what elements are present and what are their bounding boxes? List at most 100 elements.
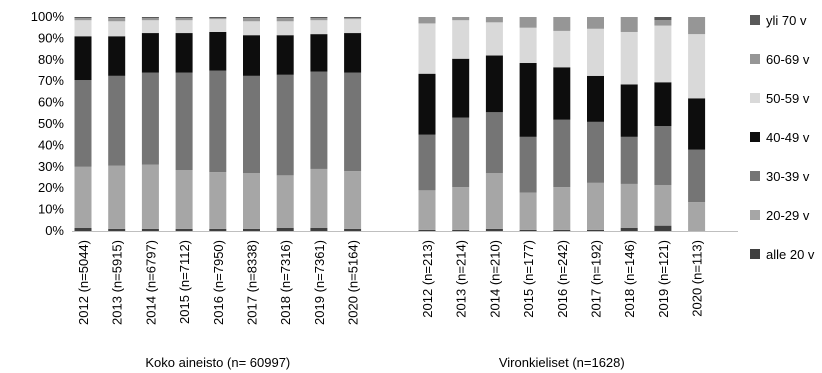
bar-segment xyxy=(276,17,294,19)
bar-segment xyxy=(452,17,470,21)
bar-segment xyxy=(654,225,672,231)
bar-segment xyxy=(344,171,362,229)
bar-segment xyxy=(519,136,537,193)
bar-segment xyxy=(108,165,126,229)
y-tick-label: 60% xyxy=(38,95,64,110)
bar-segment xyxy=(175,33,193,73)
bar-segment xyxy=(654,82,672,127)
bar-segment xyxy=(620,31,638,85)
bar-segment xyxy=(344,19,362,34)
y-tick-label: 10% xyxy=(38,202,64,217)
legend-swatch xyxy=(750,132,760,142)
bar-segment xyxy=(108,228,126,231)
bar-segment xyxy=(587,121,604,183)
y-tick-label: 80% xyxy=(38,52,64,67)
bar-segment xyxy=(620,227,638,231)
bar-segment xyxy=(654,20,672,26)
bar-segment xyxy=(553,17,571,31)
y-tick-label: 0% xyxy=(45,223,64,238)
bar-segment xyxy=(587,182,604,230)
legend-label: 20-29 v xyxy=(766,208,810,223)
legend-label: yli 70 v xyxy=(766,13,807,28)
legend-label: 30-39 v xyxy=(766,169,810,184)
bar-segment xyxy=(654,17,672,21)
bar-segment xyxy=(310,168,328,228)
bar-segment xyxy=(344,33,362,73)
bar-segment xyxy=(108,18,126,22)
bar-segment xyxy=(74,36,92,81)
bar-segment xyxy=(553,187,571,230)
y-tick-label: 20% xyxy=(38,180,64,195)
bar-segment xyxy=(587,229,604,231)
bar-segment xyxy=(587,17,604,29)
bar-segment xyxy=(276,35,294,75)
bar-segment xyxy=(175,20,193,34)
bar-segment xyxy=(485,228,503,231)
legend-swatch xyxy=(750,249,760,259)
bar-segment xyxy=(519,229,537,231)
bar-segment xyxy=(243,35,260,76)
bar-segment xyxy=(175,18,193,21)
bar-segment xyxy=(74,166,92,228)
bar-segment xyxy=(141,33,159,73)
bar-segment xyxy=(452,58,470,118)
bar-segment xyxy=(141,164,159,229)
bar-segment xyxy=(587,75,604,122)
plot-area xyxy=(72,17,738,232)
bar-segment xyxy=(688,34,706,99)
bar-segment xyxy=(209,18,227,20)
legend-swatch xyxy=(750,210,760,220)
bar-segment xyxy=(452,20,470,59)
legend: yli 70 v 60-69 v 50-59 v 40-49 v 30-39 v 20-2… xyxy=(750,13,815,262)
bar-segment xyxy=(620,84,638,137)
bar-segment xyxy=(175,228,193,231)
bar-segment xyxy=(519,17,537,28)
bar-segment xyxy=(344,228,362,231)
bar-segment xyxy=(276,175,294,228)
y-tick-label: 70% xyxy=(38,73,64,88)
legend-label: 50-59 v xyxy=(766,91,810,106)
bar-segment xyxy=(553,229,571,231)
bar-segment xyxy=(452,187,470,230)
bar-segment xyxy=(108,75,126,166)
group-labels: Koko aineisto (n= 60997) Vironkieliset (n… xyxy=(145,355,624,370)
x-tick-label: 2017 (n=192) xyxy=(589,240,604,318)
x-tick-label: 2013 (n=5915) xyxy=(110,240,125,325)
x-tick-label: 2018 (n=146) xyxy=(622,240,637,318)
bar-segment xyxy=(209,70,227,173)
bar-segment xyxy=(209,172,227,229)
bar-segment xyxy=(553,67,571,120)
bar-segment xyxy=(74,80,92,167)
legend-swatch xyxy=(750,93,760,103)
bar-segment xyxy=(485,17,503,23)
bar-segment xyxy=(141,18,159,21)
group-label: Koko aineisto (n= 60997) xyxy=(145,355,290,370)
bar-segment xyxy=(310,71,328,169)
bar-segment xyxy=(344,18,362,20)
x-tick-label: 2014 (n=6797) xyxy=(143,240,158,325)
bar-segment xyxy=(243,228,260,231)
bar-segment xyxy=(209,228,227,231)
x-tick-label: 2020 (n=113) xyxy=(690,240,705,317)
bar-segment xyxy=(276,18,294,22)
x-tick-label: 2012 (n=213) xyxy=(420,240,435,318)
bar-segment xyxy=(418,229,436,231)
bar-segment xyxy=(74,18,92,21)
bar-segment xyxy=(418,17,436,24)
bar-segment xyxy=(243,17,260,19)
bar-segment xyxy=(519,192,537,230)
bar-segment xyxy=(108,36,126,76)
bar-segment xyxy=(141,228,159,231)
bar-segment xyxy=(74,227,92,231)
bar-segment xyxy=(418,23,436,74)
bar-segment xyxy=(418,190,436,230)
bar-segment xyxy=(243,173,260,229)
y-tick-label: 90% xyxy=(38,30,64,45)
bar-segment xyxy=(485,22,503,56)
bar-segment xyxy=(654,25,672,83)
bar-segment xyxy=(108,21,126,37)
y-tick-label: 30% xyxy=(38,159,64,174)
bar-segment xyxy=(452,229,470,231)
bar-segment xyxy=(519,27,537,64)
